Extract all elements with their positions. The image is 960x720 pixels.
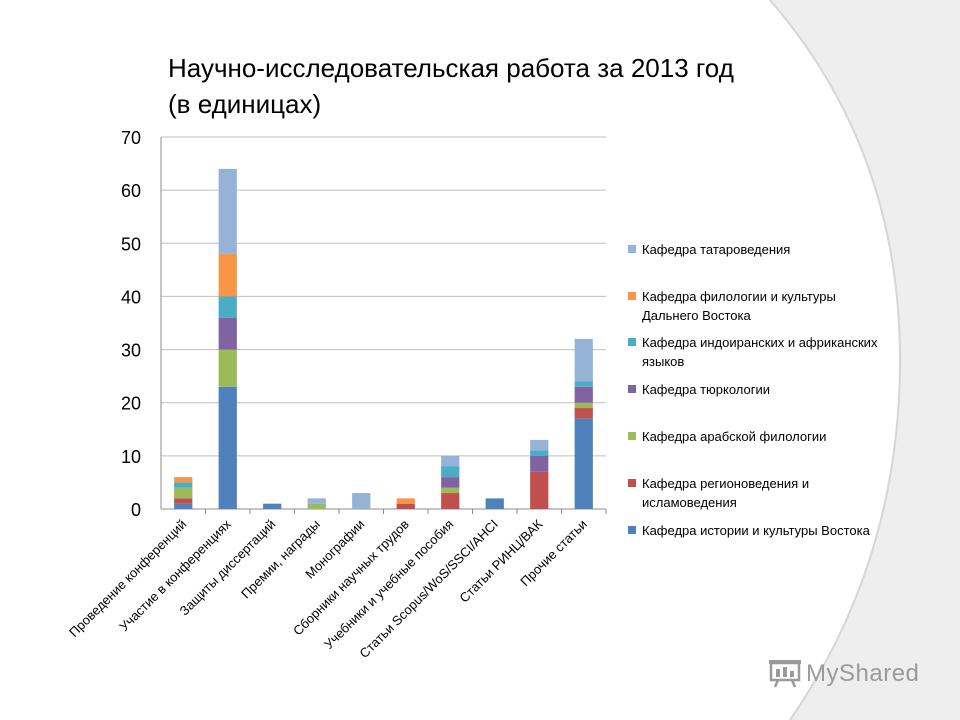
y-tick-label: 10 <box>121 447 141 467</box>
bar-segment <box>441 466 460 478</box>
bar-segment <box>530 450 549 456</box>
bar-segment <box>218 386 237 509</box>
bar-segment <box>218 296 237 318</box>
legend-label: Кафедра истории и культуры Востока <box>642 523 870 538</box>
presentation-icon <box>769 660 801 688</box>
legend-swatch <box>628 479 636 487</box>
bar-segment <box>218 349 237 387</box>
bar-segment <box>574 402 593 409</box>
watermark-logo: MyShared <box>768 656 928 696</box>
bar-segment <box>485 498 504 509</box>
legend-swatch <box>628 245 636 253</box>
bar-segment <box>263 503 282 509</box>
legend-swatch <box>628 292 636 300</box>
bar-segment <box>441 487 460 494</box>
legend-label: Кафедра арабской филологии <box>642 429 827 444</box>
bar-segment <box>218 253 237 297</box>
bar-segment <box>174 503 193 509</box>
y-tick-label: 30 <box>121 341 141 361</box>
legend-label: Кафедра индоиранских и африканских языков <box>642 335 878 369</box>
bar-segment <box>574 418 593 509</box>
bar-segment <box>574 386 593 403</box>
y-tick-label: 50 <box>121 234 141 254</box>
y-tick-label: 70 <box>121 128 141 148</box>
legend-label: Кафедра тюркологии <box>642 382 771 397</box>
bar-segment <box>396 503 415 509</box>
bar-segment <box>307 498 326 504</box>
bar-segment <box>530 471 549 509</box>
bar-segment <box>174 498 193 504</box>
legend-swatch <box>628 526 636 534</box>
y-tick-label: 20 <box>121 394 141 414</box>
legend-swatch <box>628 338 636 346</box>
bar-segment <box>574 381 593 387</box>
bar-segment <box>307 503 326 509</box>
legend-label: Кафедра татароведения <box>642 242 791 257</box>
bar-segment <box>352 493 371 509</box>
bar-segment <box>441 477 460 488</box>
watermark-text: MyShared <box>806 660 920 687</box>
legend-label: Кафедра регионоведения и исламоведения <box>642 476 810 510</box>
title-line-2: (в единицах) <box>168 89 322 119</box>
bar-segment <box>396 498 415 504</box>
bar-segment <box>441 493 460 509</box>
bar-segment <box>174 487 193 499</box>
title-line-1: Научно-исследовательская работа за 2013 … <box>168 53 734 83</box>
legend-label: Кафедра филологии и культуры Дальнего Вос… <box>642 289 836 323</box>
bar-segment <box>218 317 237 350</box>
y-tick-label: 0 <box>131 500 141 520</box>
chart-title: Научно-исследовательская работа за 2013 … <box>168 50 734 122</box>
legend-swatch <box>628 432 636 440</box>
bar-segment <box>574 408 593 419</box>
bar-segment <box>441 455 460 467</box>
bar-segment <box>574 338 593 382</box>
bar-segment <box>530 439 549 451</box>
bar-segment <box>174 477 193 483</box>
bar-segment <box>218 168 237 254</box>
bar-segment <box>530 455 549 472</box>
bar-segment <box>174 482 193 488</box>
x-tick-label: Статьи РИНЦ/ВАК <box>456 516 545 605</box>
legend-swatch <box>628 385 636 393</box>
y-tick-label: 60 <box>121 181 141 201</box>
x-tick-label: Премии, награды <box>238 517 323 602</box>
y-tick-label: 40 <box>121 287 141 307</box>
